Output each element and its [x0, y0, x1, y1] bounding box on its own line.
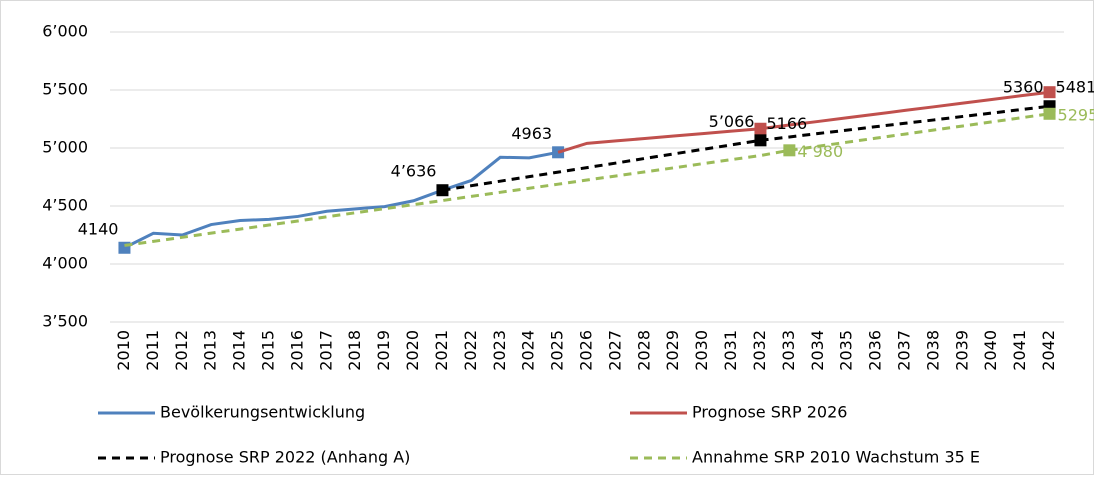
x-tick-label: 2023 — [490, 330, 509, 371]
x-tick-label: 2036 — [866, 330, 885, 371]
x-tick-label: 2032 — [750, 330, 769, 371]
x-tick-label: 2011 — [143, 330, 162, 371]
x-tick-label: 2037 — [895, 330, 914, 371]
legend-label: Prognose SRP 2026 — [692, 403, 847, 422]
x-tick-label: 2028 — [634, 330, 653, 371]
legend-label: Prognose SRP 2022 (Anhang A) — [160, 448, 410, 467]
x-tick-label: 2029 — [663, 330, 682, 371]
x-tick-label: 2035 — [837, 330, 856, 371]
legend-label: Bevölkerungsentwicklung — [160, 403, 365, 422]
x-tick-label: 2013 — [201, 330, 220, 371]
data-label: 4 980 — [797, 142, 843, 161]
data-marker — [783, 144, 796, 157]
data-marker — [1043, 107, 1056, 120]
x-tick-label: 2040 — [981, 330, 1000, 371]
x-tick-label: 2020 — [403, 330, 422, 371]
x-tick-label: 2039 — [952, 330, 971, 371]
y-tick-label: 4’000 — [42, 254, 88, 273]
x-tick-label: 2017 — [316, 330, 335, 371]
x-tick-label: 2019 — [374, 330, 393, 371]
x-tick-label: 2014 — [230, 330, 249, 371]
data-label: 4140 — [78, 219, 119, 238]
y-tick-label: 4’500 — [42, 196, 88, 215]
y-tick-label: 5’000 — [42, 138, 88, 157]
series-line — [442, 104, 1050, 192]
x-tick-label: 2027 — [605, 330, 624, 371]
y-tick-label: 3’500 — [42, 312, 88, 331]
data-label: 5166 — [766, 114, 807, 133]
x-tick-label: 2016 — [287, 330, 306, 371]
series-line — [124, 112, 1050, 247]
data-label: 4963 — [511, 124, 552, 143]
x-tick-label: 2024 — [519, 330, 538, 371]
series-line — [557, 90, 1050, 154]
data-label: 5360 — [1003, 78, 1044, 97]
x-tick-label: 2018 — [345, 330, 364, 371]
x-tick-label: 2030 — [692, 330, 711, 371]
series-line — [123, 150, 559, 250]
x-tick-label: 2021 — [432, 330, 451, 371]
data-label: 5’066 — [709, 112, 755, 131]
x-tick-label: 2038 — [923, 330, 942, 371]
x-tick-label: 2033 — [779, 330, 798, 371]
x-tick-label: 2026 — [577, 330, 596, 371]
data-label: 4’636 — [391, 162, 437, 181]
data-marker — [754, 134, 767, 147]
x-tick-label: 2010 — [114, 330, 133, 371]
data-marker — [1043, 86, 1056, 99]
x-tick-label: 2022 — [461, 330, 480, 371]
x-tick-label: 2012 — [172, 330, 191, 371]
legend-label: Annahme SRP 2010 Wachstum 35 E — [692, 448, 980, 467]
x-tick-label: 2031 — [721, 330, 740, 371]
x-tick-label: 2034 — [808, 330, 827, 371]
y-tick-label: 5’500 — [42, 80, 88, 99]
x-tick-label: 2025 — [548, 330, 567, 371]
data-marker — [436, 184, 449, 197]
data-marker — [754, 122, 767, 135]
data-label: 5481 — [1056, 78, 1094, 97]
x-tick-label: 2015 — [259, 330, 278, 371]
x-tick-label: 2041 — [1010, 330, 1029, 371]
x-tick-label: 2042 — [1039, 330, 1058, 371]
data-label: 5295 — [1058, 105, 1094, 124]
y-tick-label: 6’000 — [42, 22, 88, 41]
